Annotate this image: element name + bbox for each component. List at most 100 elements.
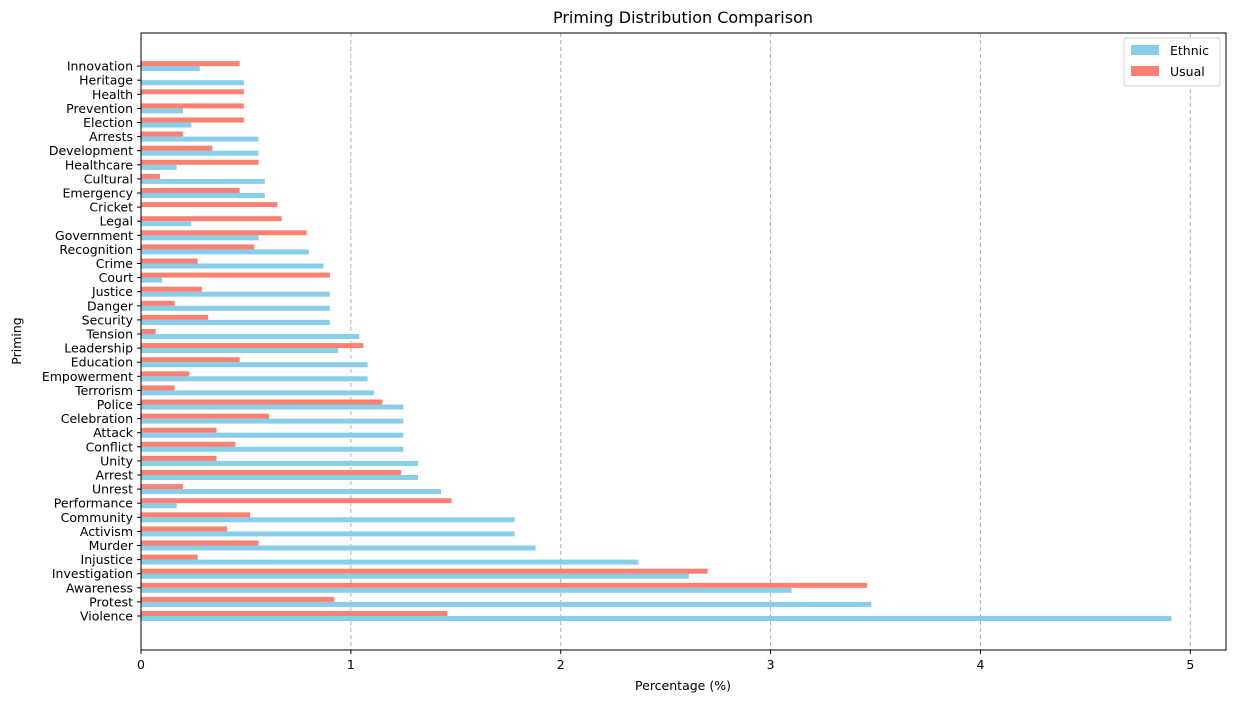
y-tick-label-healthcare: Healthcare — [65, 157, 133, 172]
bar-ethnic-awareness — [141, 587, 792, 593]
y-tick-label-tension: Tension — [85, 327, 133, 342]
bar-usual-recognition — [141, 244, 255, 250]
y-tick-label-celebration: Celebration — [61, 411, 133, 426]
bar-usual-development — [141, 145, 213, 151]
bar-ethnic-protest — [141, 601, 872, 607]
y-tick-label-arrest: Arrest — [96, 468, 134, 483]
bar-usual-awareness — [141, 582, 868, 588]
bar-ethnic-empowerment — [141, 376, 368, 382]
x-tick-label-5: 5 — [1186, 657, 1194, 672]
y-axis-label: Priming — [9, 317, 24, 364]
y-tick-label-emergency: Emergency — [62, 186, 133, 201]
y-tick-label-protest: Protest — [89, 594, 133, 609]
bar-usual-justice — [141, 286, 202, 292]
bars — [141, 61, 1172, 621]
y-tick-label-conflict: Conflict — [86, 439, 134, 454]
bar-usual-health — [141, 89, 244, 95]
bar-ethnic-activism — [141, 531, 515, 537]
bar-ethnic-unity — [141, 460, 419, 466]
bar-ethnic-injustice — [141, 559, 639, 565]
y-tick-label-leadership: Leadership — [64, 341, 133, 356]
bar-usual-crime — [141, 258, 198, 264]
bar-ethnic-community — [141, 517, 515, 523]
bar-usual-conflict — [141, 441, 236, 447]
bar-ethnic-innovation — [141, 66, 200, 72]
legend-swatch-ethnic — [1131, 45, 1159, 55]
x-tick-label-3: 3 — [767, 657, 775, 672]
bar-ethnic-development — [141, 150, 259, 156]
bar-ethnic-unrest — [141, 489, 442, 495]
bar-usual-danger — [141, 300, 175, 306]
bar-ethnic-recognition — [141, 249, 309, 255]
bar-ethnic-danger — [141, 305, 330, 311]
bar-usual-innovation — [141, 61, 240, 67]
y-tick-label-awareness: Awareness — [66, 580, 133, 595]
bar-usual-investigation — [141, 568, 708, 574]
y-tick-label-performance: Performance — [54, 496, 134, 511]
bar-usual-unity — [141, 455, 217, 461]
bar-usual-arrest — [141, 470, 402, 475]
legend: Ethnic Usual — [1123, 37, 1221, 87]
bar-usual-cricket — [141, 202, 278, 208]
bar-usual-leadership — [141, 343, 364, 349]
x-tick-label-0: 0 — [137, 657, 145, 672]
x-tick-label-2: 2 — [557, 657, 565, 672]
bar-ethnic-arrests — [141, 136, 259, 142]
y-tick-label-election: Election — [83, 115, 133, 130]
chart-title: Priming Distribution Comparison — [553, 8, 813, 27]
legend-label-ethnic: Ethnic — [1170, 43, 1209, 58]
bar-usual-tension — [141, 329, 156, 334]
y-tick-label-activism: Activism — [80, 524, 133, 539]
x-tick-label-1: 1 — [347, 657, 355, 672]
bar-ethnic-justice — [141, 291, 330, 297]
bar-usual-healthcare — [141, 159, 259, 165]
grid-lines — [350, 33, 1191, 650]
bar-ethnic-heritage — [141, 80, 244, 86]
y-tick-label-recognition: Recognition — [59, 242, 133, 257]
y-tick-label-danger: Danger — [87, 298, 134, 313]
bar-ethnic-government — [141, 235, 259, 241]
y-tick-label-community: Community — [61, 510, 134, 525]
y-tick-label-violence: Violence — [80, 609, 133, 624]
bar-usual-empowerment — [141, 371, 190, 377]
legend-swatch-usual — [1131, 66, 1159, 76]
bar-ethnic-legal — [141, 221, 192, 227]
bar-ethnic-tension — [141, 334, 360, 339]
y-tick-label-prevention: Prevention — [66, 101, 133, 116]
y-tick-label-cricket: Cricket — [89, 200, 133, 215]
bar-ethnic-prevention — [141, 108, 183, 114]
y-tick-label-innovation: Innovation — [67, 59, 133, 74]
y-tick-label-development: Development — [49, 143, 133, 158]
bar-usual-violence — [141, 611, 448, 616]
x-axis-label: Percentage (%) — [635, 678, 731, 693]
bar-usual-court — [141, 272, 330, 278]
bar-usual-police — [141, 399, 383, 405]
x-axis-ticks: 0 1 2 3 4 5 — [137, 650, 1194, 672]
y-tick-label-justice: Justice — [91, 284, 133, 299]
bar-ethnic-court — [141, 277, 162, 283]
plot-frame — [140, 32, 1227, 651]
bar-usual-arrests — [141, 131, 183, 137]
bar-usual-celebration — [141, 413, 270, 419]
bar-ethnic-police — [141, 404, 404, 410]
bar-usual-unrest — [141, 484, 183, 490]
bar-usual-community — [141, 512, 251, 518]
y-tick-label-unrest: Unrest — [92, 482, 133, 497]
bar-usual-security — [141, 314, 209, 320]
bar-ethnic-performance — [141, 503, 177, 509]
y-tick-label-empowerment: Empowerment — [42, 369, 133, 384]
y-tick-label-terrorism: Terrorism — [74, 383, 133, 398]
legend-label-usual: Usual — [1170, 64, 1205, 79]
bar-usual-legal — [141, 216, 282, 222]
bar-ethnic-violence — [141, 616, 1172, 621]
bar-usual-protest — [141, 596, 335, 602]
y-tick-label-court: Court — [99, 270, 133, 285]
y-tick-label-legal: Legal — [99, 214, 133, 229]
y-tick-label-investigation: Investigation — [52, 566, 133, 581]
bar-usual-performance — [141, 498, 452, 504]
bar-ethnic-crime — [141, 263, 324, 269]
bar-usual-injustice — [141, 554, 198, 560]
bar-usual-government — [141, 230, 307, 236]
